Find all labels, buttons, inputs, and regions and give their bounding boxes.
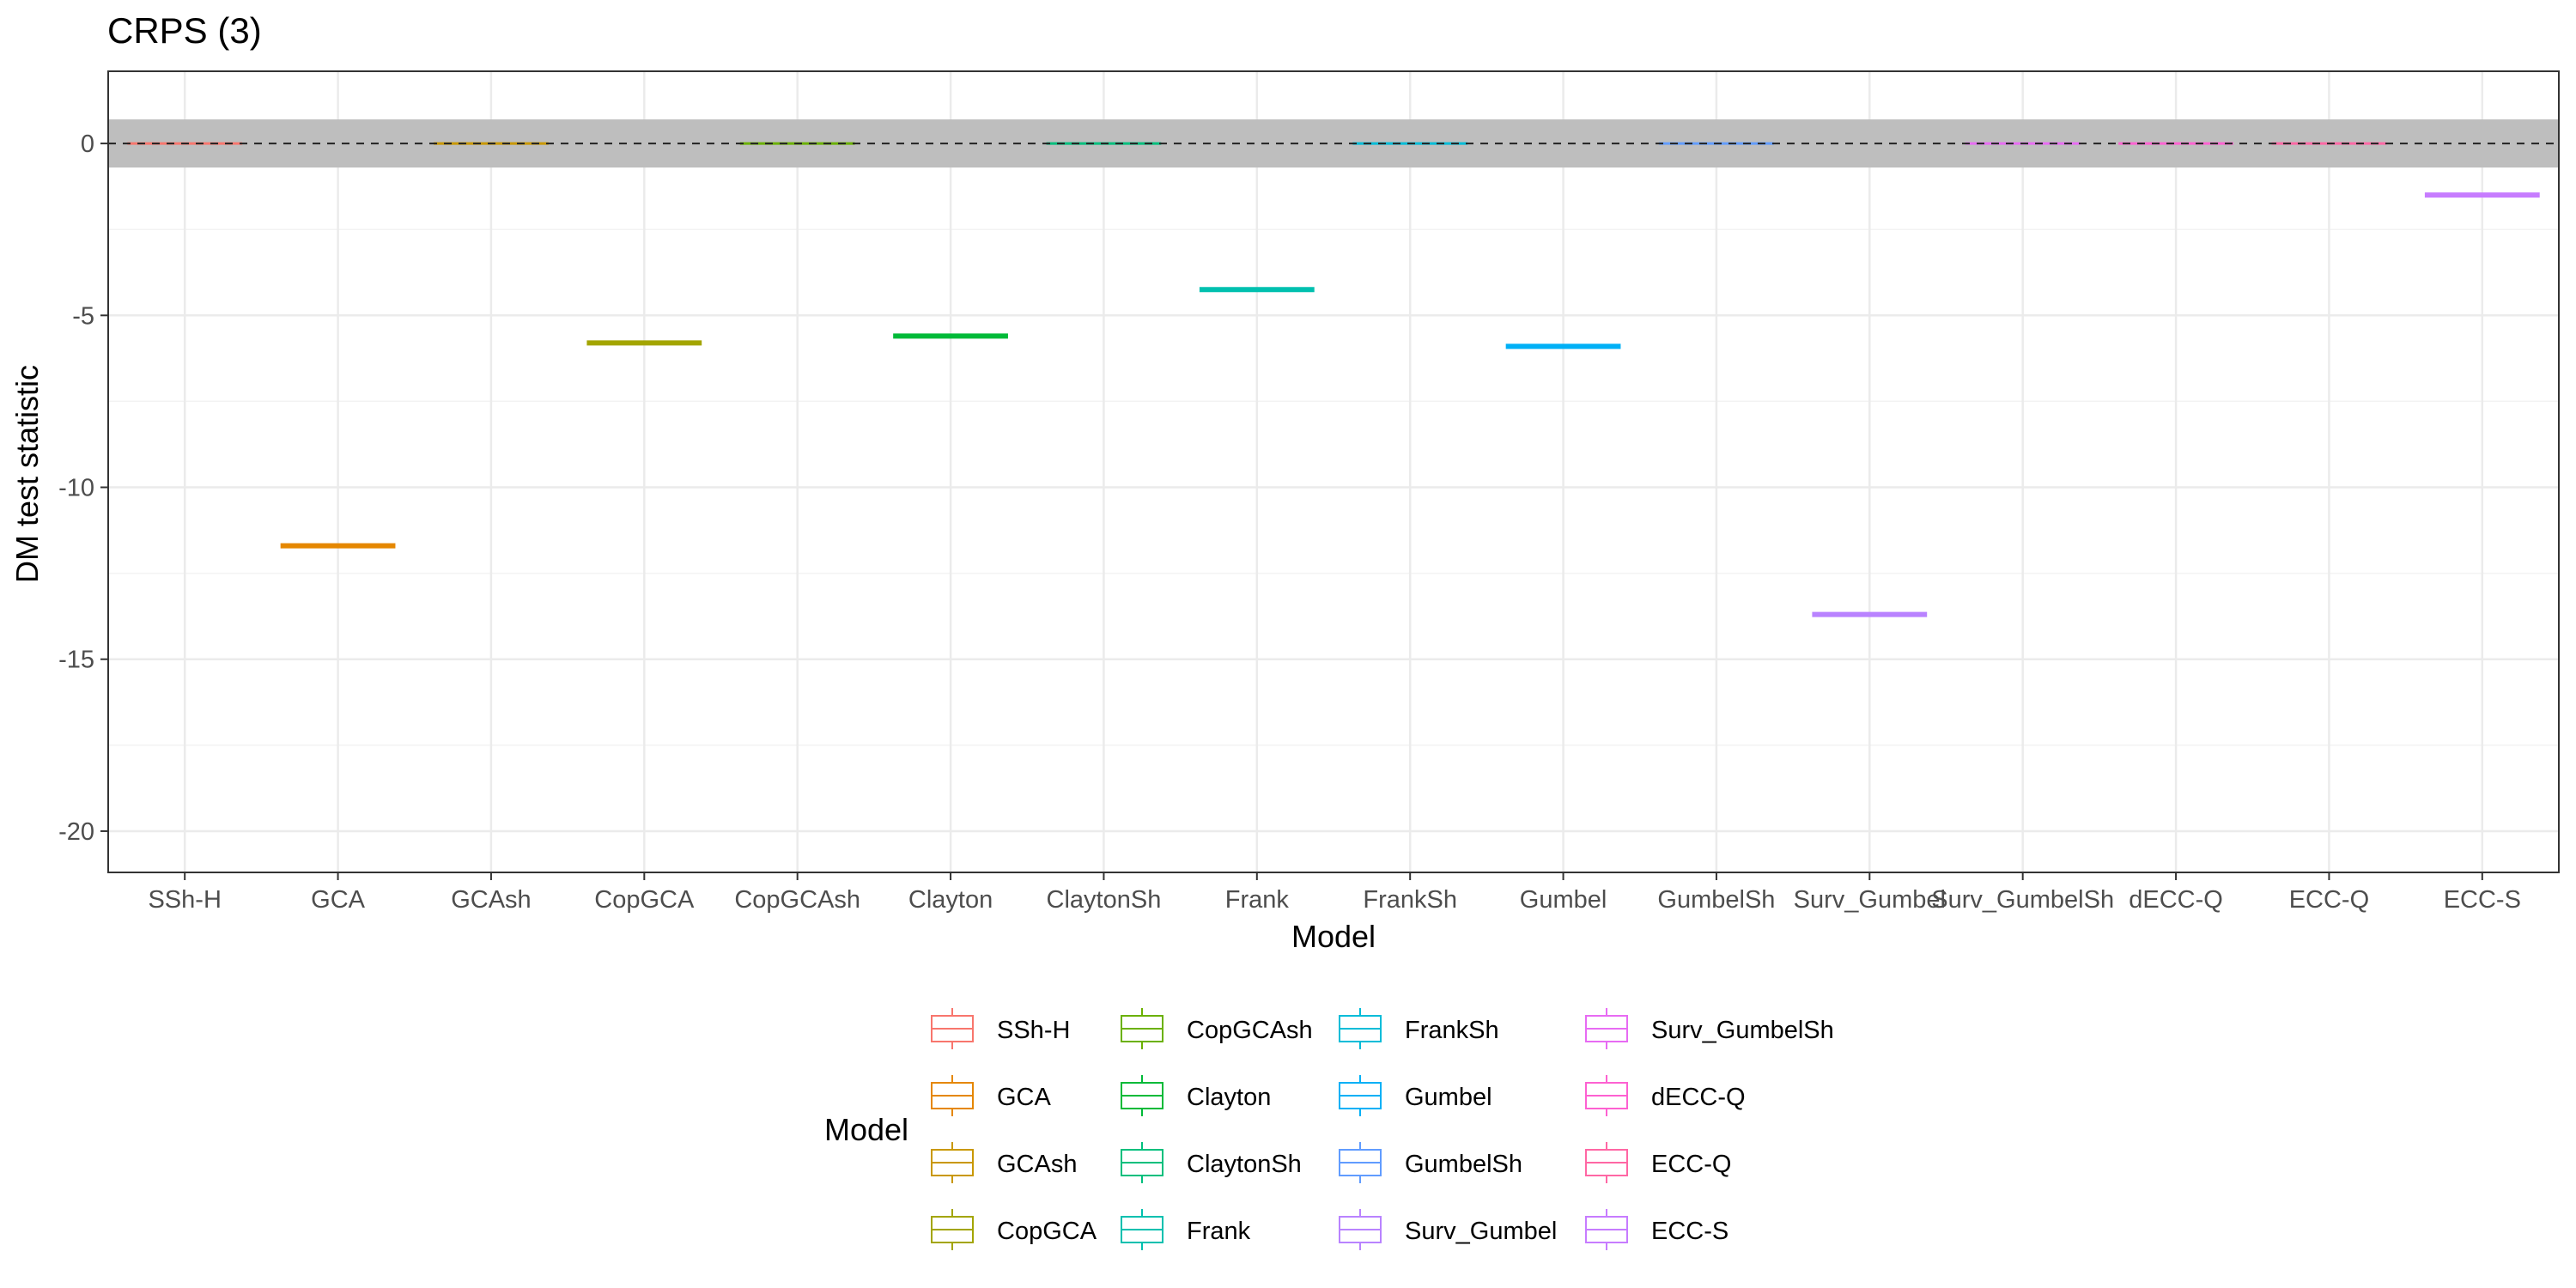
x-tick-label: Clayton [908,886,993,914]
y-tick-label: -10 [58,475,94,502]
legend-item: ECC-Q [1585,1142,1731,1183]
legend-item: FrankSh [1339,1008,1499,1049]
legend-label: Frank [1187,1218,1251,1245]
legend-label: Gumbel [1405,1084,1492,1111]
x-tick-label: GCAsh [451,886,531,914]
legend-item: CopGCA [931,1209,1097,1250]
legend: Model SSh-H GCA GCAsh CopGCA CopGCAsh Clayton… [824,1008,1834,1250]
x-tick-label: Surv_Gumbel [1794,886,1946,914]
x-tick-label: ECC-Q [2289,886,2369,914]
legend-item: dECC-Q [1585,1075,1746,1116]
x-axis-label: Model [1291,919,1376,954]
x-tick-label: Frank [1225,886,1290,914]
legend-item: Frank [1121,1209,1251,1250]
y-tick-label: -20 [58,818,94,846]
legend-label: ECC-Q [1651,1151,1731,1178]
legend-item: Gumbel [1339,1075,1492,1116]
legend-label: ECC-S [1651,1218,1728,1245]
x-tick-label: CopGCAsh [734,886,860,914]
legend-label: dECC-Q [1651,1084,1746,1111]
legend-label: GumbelSh [1405,1151,1522,1178]
legend-label: GCAsh [997,1151,1077,1178]
legend-item: GCA [931,1075,1052,1116]
plot-area: 0 -5 -10 -15 -20 SSh-H GCA GCAsh CopGCA CopGCAsh C… [58,70,2560,914]
legend-item: Surv_Gumbel [1339,1209,1557,1250]
x-tick-label: Surv_GumbelSh [1931,886,2114,914]
legend-label: CopGCAsh [1187,1017,1313,1044]
x-tick-label: GCA [311,886,366,914]
x-tick-label: CopGCA [594,886,695,914]
legend-item: SSh-H [931,1008,1070,1049]
x-tick-label: FrankSh [1363,886,1457,914]
panel-border [107,70,2560,873]
x-tick-label: ClaytonSh [1047,886,1162,914]
legend-title: Model [824,1112,908,1147]
legend-label: Clayton [1187,1084,1271,1111]
legend-label: Surv_GumbelSh [1651,1017,1834,1044]
y-tick-label: 0 [81,131,94,158]
y-tick-label: -15 [58,647,94,674]
legend-label: Surv_Gumbel [1405,1218,1557,1245]
y-tick-label: -5 [72,302,94,330]
legend-item: Surv_GumbelSh [1585,1008,1834,1049]
legend-label: CopGCA [997,1218,1097,1245]
legend-item: Clayton [1121,1075,1271,1116]
legend-item: CopGCAsh [1121,1008,1313,1049]
x-tick-label: Gumbel [1520,886,1607,914]
legend-item: ECC-S [1585,1209,1728,1250]
panel-background [108,71,2559,872]
x-tick-label: dECC-Q [2129,886,2223,914]
y-axis-label: DM test statistic [9,365,45,583]
legend-item: GumbelSh [1339,1142,1522,1183]
x-tick-label: SSh-H [148,886,221,914]
legend-item: GCAsh [931,1142,1077,1183]
legend-item: ClaytonSh [1121,1142,1302,1183]
legend-label: ClaytonSh [1187,1151,1302,1178]
legend-label: SSh-H [997,1017,1070,1044]
legend-label: FrankSh [1405,1017,1499,1044]
chart-title: CRPS (3) [107,10,262,51]
x-tick-label: ECC-S [2444,886,2521,914]
legend-label: GCA [997,1084,1052,1111]
x-tick-label: GumbelSh [1657,886,1775,914]
